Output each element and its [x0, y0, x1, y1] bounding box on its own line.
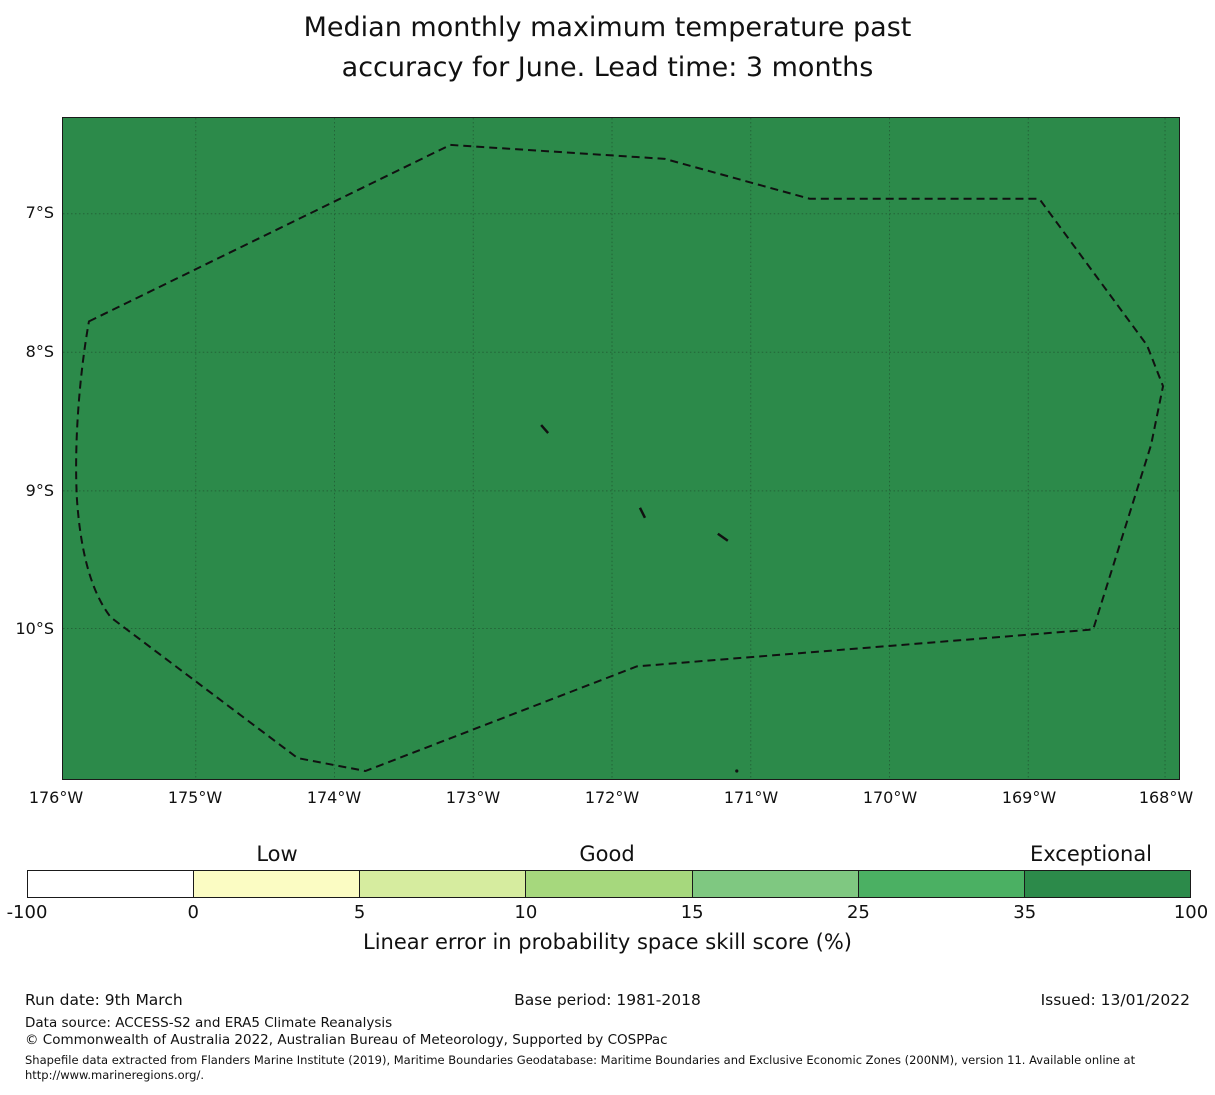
colorbar-category-label: Good [579, 842, 635, 866]
island-marks [540, 424, 739, 773]
graticule-gridlines [63, 118, 1179, 779]
colorbar-segment [28, 871, 195, 897]
colorbar-tick-label: 15 [680, 902, 704, 923]
lat-tick-label: 8°S [25, 342, 54, 361]
colorbar [27, 870, 1191, 898]
colorbar-tick-label: 0 [187, 902, 199, 923]
lon-tick-label: 168°W [1138, 788, 1194, 807]
colorbar-segment [692, 871, 859, 897]
colorbar-tick-label: 100 [1173, 902, 1209, 923]
data-source-label: Data source: ACCESS-S2 and ERA5 Climate … [25, 1015, 393, 1031]
colorbar-tick-label: 5 [353, 902, 366, 923]
lat-tick-label: 9°S [25, 481, 54, 500]
lat-tick-label: 10°S [15, 619, 54, 638]
figure-title: Median monthly maximum temperature past … [0, 8, 1215, 88]
colorbar-caption: Linear error in probability space skill … [363, 930, 852, 954]
island-mark [638, 507, 647, 519]
colorbar-segment [858, 871, 1025, 897]
figure-title-line1: Median monthly maximum temperature past [303, 12, 912, 43]
colorbar-category-label: Exceptional [1029, 842, 1153, 866]
island-mark [540, 424, 550, 434]
run-date-label: Run date: 9th March [25, 991, 183, 1009]
base-period-label: Base period: 1981-2018 [514, 991, 701, 1009]
colorbar-segment [194, 871, 361, 897]
lon-tick-label: 169°W [1001, 788, 1057, 807]
colorbar-tick-label: 35 [1013, 902, 1037, 923]
colorbar-segment [1024, 871, 1190, 897]
lat-tick-label: 7°S [25, 203, 54, 222]
colorbar-tick-label: 10 [514, 902, 538, 923]
map-plot [63, 118, 1179, 779]
lon-tick-label: 176°W [28, 788, 84, 807]
colorbar-segment [526, 871, 693, 897]
copyright-label: © Commonwealth of Australia 2022, Austra… [25, 1032, 668, 1048]
eez-boundary-dashed [75, 143, 1165, 773]
lon-tick-label: 175°W [167, 788, 223, 807]
colorbar-tick-label: -100 [6, 902, 48, 923]
shapefile-attribution: Shapefile data extracted from Flanders M… [25, 1053, 1136, 1082]
issued-label: Issued: 13/01/2022 [1040, 991, 1190, 1009]
footer-row: Run date: 9th March Base period: 1981-20… [25, 991, 1190, 1011]
colorbar-tick-label: 25 [846, 902, 870, 923]
lon-tick-label: 170°W [862, 788, 918, 807]
lon-tick-label: 173°W [445, 788, 501, 807]
colorbar-category-label: Low [256, 842, 298, 866]
lon-tick-label: 174°W [306, 788, 362, 807]
map-canvas [62, 117, 1180, 780]
lon-tick-label: 171°W [723, 788, 779, 807]
island-mark [717, 532, 729, 542]
figure-title-line2: accuracy for June. Lead time: 3 months [341, 52, 874, 83]
lon-tick-label: 172°W [584, 788, 640, 807]
colorbar-segment [360, 871, 527, 897]
island-mark [735, 769, 739, 773]
